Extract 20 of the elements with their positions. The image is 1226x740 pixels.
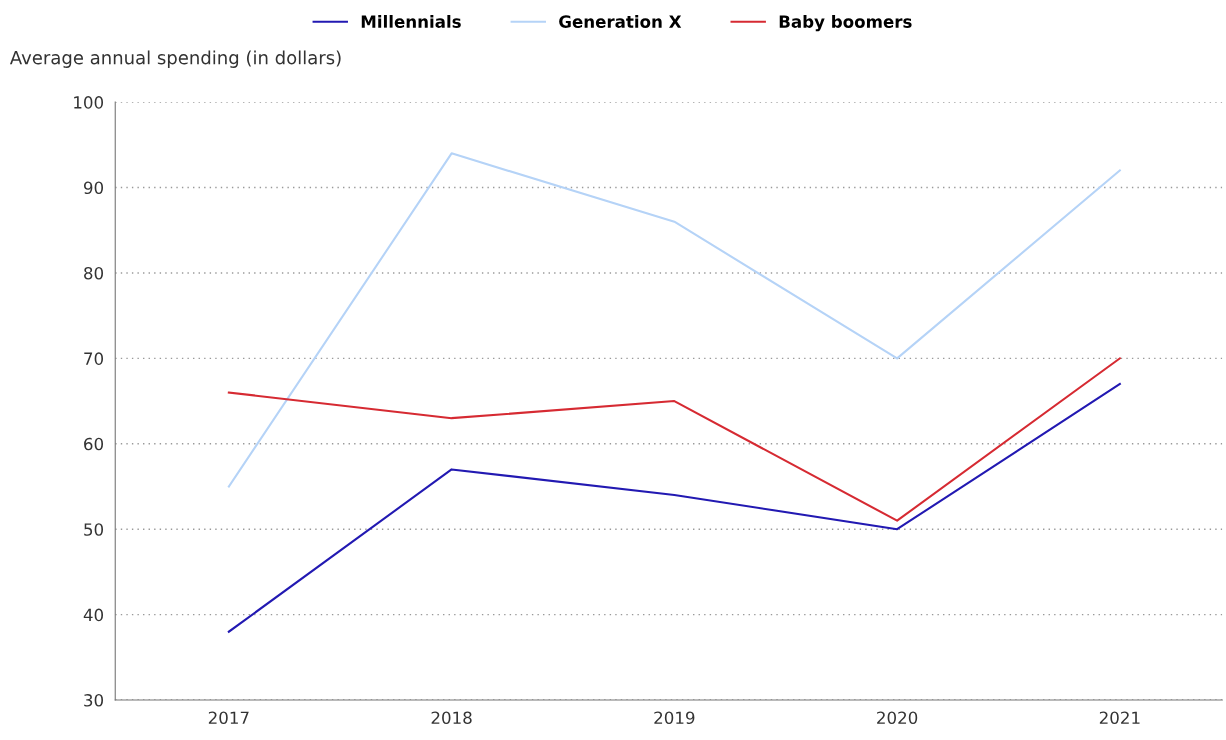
y-axis-title: Average annual spending (in dollars) bbox=[9, 50, 341, 68]
line-series bbox=[227, 382, 1121, 633]
x-tick-label: 2021 bbox=[1099, 711, 1140, 725]
y-tick-label: 70 bbox=[84, 352, 104, 365]
y-tick-label: 60 bbox=[84, 437, 104, 451]
y-tick-label: 40 bbox=[83, 608, 104, 622]
legend-label: Millennials bbox=[361, 15, 461, 28]
y-tick-label: 30 bbox=[84, 694, 104, 707]
legend-label: Baby boomers bbox=[779, 15, 912, 32]
x-tick-label: 2017 bbox=[208, 711, 249, 725]
x-tick-label: 2019 bbox=[654, 711, 695, 725]
x-tick-label: 2020 bbox=[877, 711, 918, 725]
legend-label: Generation X bbox=[559, 15, 682, 28]
x-tick-label: 2018 bbox=[431, 711, 472, 725]
y-tick-label: 90 bbox=[83, 181, 104, 195]
y-tick-label: 50 bbox=[84, 523, 104, 536]
line-series bbox=[227, 357, 1121, 522]
y-tick-label: 100 bbox=[74, 96, 104, 109]
line-series bbox=[227, 152, 1121, 488]
y-tick-label: 80 bbox=[84, 266, 104, 280]
